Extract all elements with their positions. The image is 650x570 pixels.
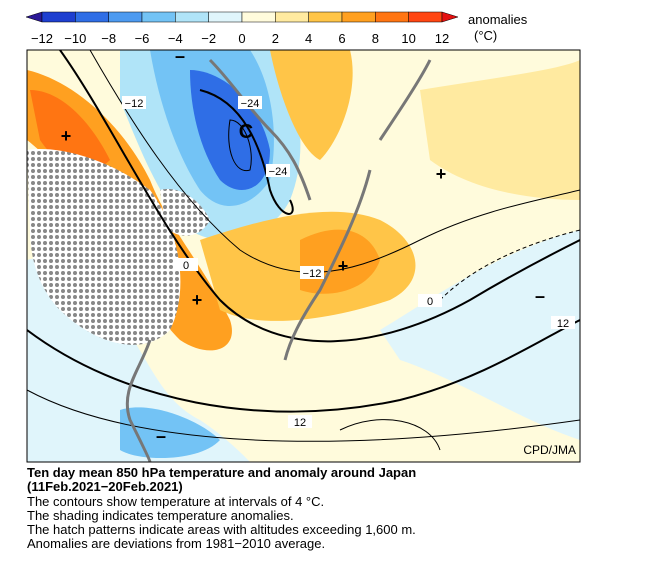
map-labels: −12 −24 −24 0 −12 0 12 12 C + + + + – – – CPD/JMA	[61, 46, 576, 457]
map-marker: C	[239, 121, 253, 143]
colorbar-swatch	[208, 11, 243, 23]
contour-label-bg	[122, 96, 146, 109]
colorbar-swatch	[375, 11, 409, 23]
colorbar-swatch	[75, 11, 109, 23]
contour-label: −12	[125, 98, 144, 110]
colorbar-tick-label: 10	[401, 31, 415, 46]
colorbar-tick-label: 0	[238, 31, 245, 46]
colorbar-tick-label: 2	[272, 31, 279, 46]
caption-title: Ten day mean 850 hPa temperature and ano…	[27, 465, 417, 480]
contour-label-bg	[300, 266, 324, 279]
caption-title: (11Feb.2021−20Feb.2021)	[27, 479, 183, 494]
figure: −12 −10 −8 −6 −4 −2 0 2 4 6 8 10 12 anomalies(°C) −12…	[25, 11, 581, 463]
map-frame	[26, 49, 581, 463]
contour-label: −24	[269, 166, 288, 178]
colorbar-swatch	[341, 11, 376, 23]
contour-label: 0	[427, 296, 433, 308]
colorbar-swatch	[141, 11, 176, 23]
contour-label: 0	[183, 260, 189, 272]
colorbar-arrow	[25, 11, 43, 23]
colorbar-tick-label: −10	[64, 31, 86, 46]
caption-line: The hatch patterns indicate areas with a…	[27, 522, 416, 537]
contours	[27, 50, 580, 451]
contour-label: −24	[241, 98, 260, 110]
contour-label-bg	[238, 96, 262, 109]
colorbar-swatch	[175, 11, 209, 23]
caption-line: Anomalies are deviations from 1981−2010 …	[27, 536, 326, 551]
warm-area	[270, 50, 353, 160]
colorbar-tick-label: −12	[31, 31, 53, 46]
colorbar-swatch	[408, 11, 443, 23]
caption-line: The shading indicates temperature anomal…	[27, 508, 294, 523]
map-marker: +	[192, 290, 203, 310]
map-marker: +	[61, 126, 72, 146]
mild-area	[420, 60, 580, 200]
contour-label-bg	[266, 164, 290, 177]
map-marker: +	[338, 256, 349, 276]
contour-label-bg	[551, 316, 575, 329]
map-marker: +	[436, 164, 447, 184]
contour-label: 12	[557, 318, 569, 330]
zero-anomaly-line	[439, 229, 580, 301]
colorbar-tick-label: 4	[305, 31, 312, 46]
cool-area	[380, 230, 580, 440]
colorbar-swatch	[275, 11, 309, 23]
map-marker: –	[535, 286, 545, 306]
colorbar-tick-label: −4	[168, 31, 183, 46]
very-cold-area	[190, 70, 270, 190]
coastlines	[125, 58, 432, 462]
legend-title: anomalies	[468, 12, 528, 27]
map	[27, 50, 580, 462]
legend-unit: (°C)	[474, 28, 497, 43]
colorbar: −12 −10 −8 −6 −4 −2 0 2 4 6 8 10 12 anomalies(°C)	[25, 11, 528, 46]
hatch-high-altitude	[27, 149, 181, 345]
colorbar-swatch	[308, 11, 343, 23]
hatch-high-altitude	[160, 189, 210, 236]
colorbar-swatch	[241, 11, 276, 23]
contour-label-bg	[288, 415, 312, 428]
colorbar-tick-label: 8	[372, 31, 379, 46]
caption-line: The contours show temperature at interva…	[27, 494, 325, 509]
colorbar-tick-label: −8	[101, 31, 116, 46]
colorbar-arrow	[441, 11, 459, 23]
map-marker: –	[175, 46, 185, 66]
colorbar-swatch	[41, 11, 76, 23]
contour-label-bg	[174, 258, 198, 271]
colorbar-tick-label: −6	[135, 31, 150, 46]
contour-label-bg	[418, 294, 442, 307]
map-marker: –	[156, 426, 166, 446]
colorbar-tick-label: −2	[201, 31, 216, 46]
contour-label: −12	[303, 268, 322, 280]
credit: CPD/JMA	[523, 443, 576, 457]
contour-label: 12	[294, 417, 306, 429]
colorbar-tick-label: 6	[338, 31, 345, 46]
colorbar-tick-label: 12	[435, 31, 449, 46]
colorbar-swatch	[108, 11, 143, 23]
